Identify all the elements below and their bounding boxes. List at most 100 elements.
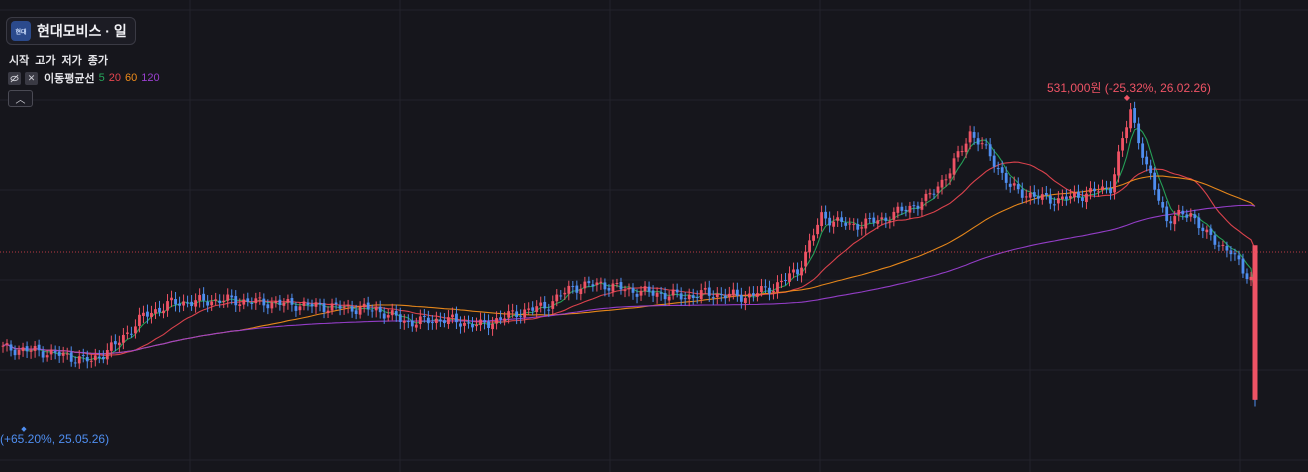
candle-body xyxy=(443,320,446,324)
candle-body xyxy=(1077,191,1080,198)
candle-body xyxy=(21,347,25,352)
candle-body xyxy=(743,298,747,304)
candle-body xyxy=(800,267,803,276)
candle-body xyxy=(1153,172,1157,190)
collapse-legend-button[interactable]: ︿ xyxy=(8,90,33,107)
candle-body-last xyxy=(1252,245,1258,400)
candle-body xyxy=(274,301,278,304)
candle-body xyxy=(230,295,234,298)
candle-body xyxy=(154,309,157,314)
candle-body xyxy=(5,343,9,345)
candle-body xyxy=(1149,165,1153,174)
candle-body xyxy=(254,298,258,304)
candle-body xyxy=(988,144,992,157)
candle-body xyxy=(366,302,370,310)
candle-body xyxy=(860,227,864,229)
candle-body xyxy=(286,299,290,303)
candle-body xyxy=(832,221,836,227)
candle-body xyxy=(282,302,286,306)
candle-body xyxy=(639,290,643,296)
candle-body xyxy=(824,211,828,219)
candle-body xyxy=(727,293,731,298)
candle-body xyxy=(29,350,33,352)
candle-body xyxy=(852,223,856,225)
candle-body xyxy=(170,297,173,301)
candle-body xyxy=(382,313,386,319)
candle-body xyxy=(194,300,198,307)
candle-body xyxy=(892,211,896,220)
candle-body xyxy=(1056,198,1060,204)
candle-body xyxy=(1181,210,1185,215)
candle-body xyxy=(972,132,976,138)
candle-body xyxy=(583,281,587,289)
candle-body xyxy=(113,341,117,345)
candle-body xyxy=(663,293,667,300)
candle-body xyxy=(924,193,928,201)
candle-body xyxy=(158,307,161,313)
candle-body xyxy=(218,300,222,303)
stock-title-badge[interactable]: 현대 현대모비스 · 일 xyxy=(6,17,136,45)
candle-body xyxy=(471,324,474,328)
candle-body xyxy=(1097,191,1100,193)
candle-body xyxy=(739,294,743,302)
eye-slash-icon[interactable] xyxy=(8,71,21,85)
candle-body xyxy=(948,173,952,179)
candle-body xyxy=(844,222,848,226)
candle-body xyxy=(1000,167,1004,173)
candle-body xyxy=(1177,209,1181,215)
candle-body xyxy=(920,202,924,210)
stock-logo: 현대 xyxy=(11,21,31,41)
candle-body xyxy=(1085,193,1088,203)
candle-body xyxy=(643,286,647,292)
candle-body xyxy=(306,302,310,305)
candle-body xyxy=(25,346,29,352)
candle-body xyxy=(611,283,615,292)
candle-body xyxy=(374,307,378,311)
candle-body xyxy=(1093,188,1096,192)
candle-body xyxy=(214,299,218,301)
candle-body xyxy=(434,318,438,324)
candle-body xyxy=(130,333,133,335)
ma-label: 이동평균선 xyxy=(44,73,95,85)
candle-body xyxy=(422,315,426,317)
candle-body xyxy=(904,209,908,212)
candle-body xyxy=(764,286,767,288)
candle-body xyxy=(679,293,683,300)
candle-body xyxy=(567,285,571,294)
candle-body xyxy=(278,299,282,305)
candle-body xyxy=(45,355,49,358)
candle-body xyxy=(1032,192,1036,197)
candle-body xyxy=(952,158,956,175)
candle-body xyxy=(1081,197,1084,201)
candle-body xyxy=(816,224,820,235)
candle-body xyxy=(73,362,77,364)
candle-body xyxy=(659,292,663,294)
candle-body xyxy=(134,326,137,334)
candle-body xyxy=(491,323,494,330)
candle-body xyxy=(314,302,318,307)
candle-body xyxy=(61,352,65,356)
candle-body xyxy=(270,302,274,309)
candle-body xyxy=(695,296,699,298)
candle-body xyxy=(1245,273,1249,280)
candle-body xyxy=(426,317,430,324)
candle-body xyxy=(559,295,563,297)
candle-body xyxy=(571,286,575,288)
candle-body xyxy=(1197,217,1201,229)
candle-body xyxy=(796,269,799,275)
candle-body xyxy=(940,179,944,188)
candle-body xyxy=(418,316,422,325)
candle-body xyxy=(1008,183,1012,187)
candle-body xyxy=(402,320,406,323)
candle-body xyxy=(386,315,390,318)
candle-body xyxy=(756,293,759,297)
candle-body xyxy=(820,212,824,227)
candle-body xyxy=(398,314,402,322)
period-low-label: (+65.20%, 25.05.26) xyxy=(0,432,110,446)
candle-body xyxy=(354,310,358,315)
candle-body xyxy=(699,290,703,300)
candle-body xyxy=(1073,192,1076,198)
candle-body xyxy=(242,299,246,305)
close-icon[interactable]: ✕ xyxy=(25,71,38,85)
